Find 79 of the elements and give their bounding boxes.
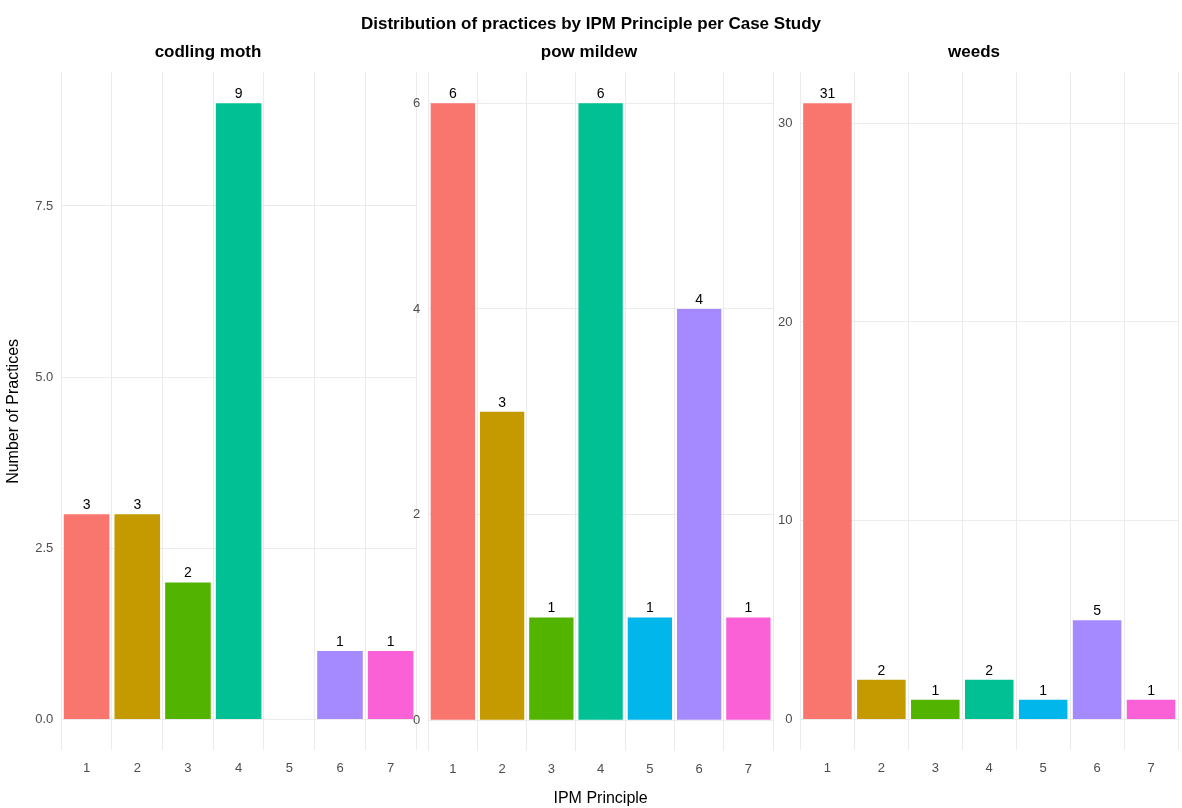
data-label: 6 bbox=[448, 85, 457, 102]
y-tick-label: 7.5 bbox=[35, 197, 54, 213]
x-tick-label: 2 bbox=[498, 760, 506, 776]
chart-title: pow mildew bbox=[540, 41, 638, 61]
x-tick-label: 4 bbox=[235, 759, 243, 775]
bar bbox=[1126, 699, 1176, 720]
data-label: 3 bbox=[82, 495, 91, 512]
y-tick-label: 5.0 bbox=[35, 368, 54, 384]
data-label: 1 bbox=[1039, 681, 1048, 698]
y-axis-title: Number of Practices bbox=[4, 338, 22, 484]
data-label: 1 bbox=[386, 632, 395, 649]
x-axis-title: IPM Principle bbox=[553, 788, 648, 806]
x-tick-label: 4 bbox=[597, 760, 605, 776]
data-label: 31 bbox=[819, 85, 836, 102]
data-label: 4 bbox=[695, 290, 704, 307]
data-label: 1 bbox=[1147, 681, 1156, 698]
bar bbox=[165, 582, 211, 720]
bar bbox=[627, 617, 673, 720]
y-tick-label: 0.0 bbox=[35, 711, 54, 727]
x-tick-label: 6 bbox=[1093, 759, 1101, 775]
x-tick-label: 3 bbox=[184, 759, 192, 775]
bar bbox=[367, 651, 414, 720]
x-tick-label: 2 bbox=[133, 759, 141, 775]
y-tick-label: 6 bbox=[413, 94, 421, 110]
y-tick-label: 10 bbox=[777, 512, 793, 528]
bar bbox=[215, 103, 262, 720]
bar bbox=[317, 651, 363, 720]
x-tick-label: 2 bbox=[877, 759, 885, 775]
x-tick-label: 5 bbox=[285, 759, 293, 775]
bar bbox=[857, 679, 906, 720]
data-label: 9 bbox=[234, 85, 243, 102]
x-tick-label: 1 bbox=[449, 760, 457, 776]
data-label: 2 bbox=[985, 661, 994, 678]
bar bbox=[1018, 699, 1068, 720]
data-label: 2 bbox=[184, 564, 193, 581]
x-tick-label: 5 bbox=[646, 760, 654, 776]
y-tick-label: 2.5 bbox=[35, 539, 54, 555]
text: Distribution of practices by IPM Principle per Case Study bbox=[359, 14, 822, 34]
x-tick-label: 7 bbox=[744, 760, 752, 776]
x-tick-label: 7 bbox=[1147, 759, 1155, 775]
data-label: 1 bbox=[336, 632, 345, 649]
bar bbox=[529, 617, 574, 720]
data-label: 5 bbox=[1093, 602, 1102, 619]
bar bbox=[911, 699, 960, 720]
bar bbox=[430, 103, 476, 720]
data-label: 3 bbox=[133, 495, 142, 512]
x-tick-label: 3 bbox=[931, 759, 939, 775]
bar bbox=[726, 617, 771, 720]
data-label: 3 bbox=[498, 393, 507, 410]
bar bbox=[803, 103, 852, 720]
chart-title: codling moth bbox=[154, 41, 262, 61]
x-tick-label: 6 bbox=[695, 760, 703, 776]
x-tick-label: 5 bbox=[1039, 759, 1047, 775]
chart-title: weeds bbox=[947, 41, 1000, 61]
x-tick-label: 1 bbox=[823, 759, 832, 775]
bar bbox=[676, 308, 722, 720]
x-tick-label: 4 bbox=[985, 759, 993, 775]
x-tick-label: 3 bbox=[547, 760, 555, 776]
data-label: 1 bbox=[645, 599, 654, 616]
y-tick-label: 2 bbox=[413, 506, 421, 522]
x-tick-label: 6 bbox=[336, 759, 344, 775]
bar bbox=[1072, 620, 1122, 720]
bar bbox=[114, 514, 161, 720]
data-label: 6 bbox=[596, 85, 605, 102]
x-tick-label: 1 bbox=[82, 759, 91, 775]
bar bbox=[63, 514, 110, 720]
data-label: 2 bbox=[877, 661, 886, 678]
bar bbox=[479, 411, 525, 720]
y-tick-label: 4 bbox=[413, 300, 421, 316]
bar bbox=[964, 679, 1014, 720]
data-label: 1 bbox=[744, 599, 753, 616]
y-tick-label: 0 bbox=[413, 711, 421, 727]
y-tick-label: 20 bbox=[777, 313, 793, 329]
data-label: 1 bbox=[931, 681, 940, 698]
y-tick-label: 0 bbox=[785, 711, 793, 727]
y-tick-label: 30 bbox=[777, 114, 793, 130]
data-label: 1 bbox=[547, 599, 556, 616]
x-tick-label: 7 bbox=[387, 759, 395, 775]
bar bbox=[578, 103, 623, 720]
